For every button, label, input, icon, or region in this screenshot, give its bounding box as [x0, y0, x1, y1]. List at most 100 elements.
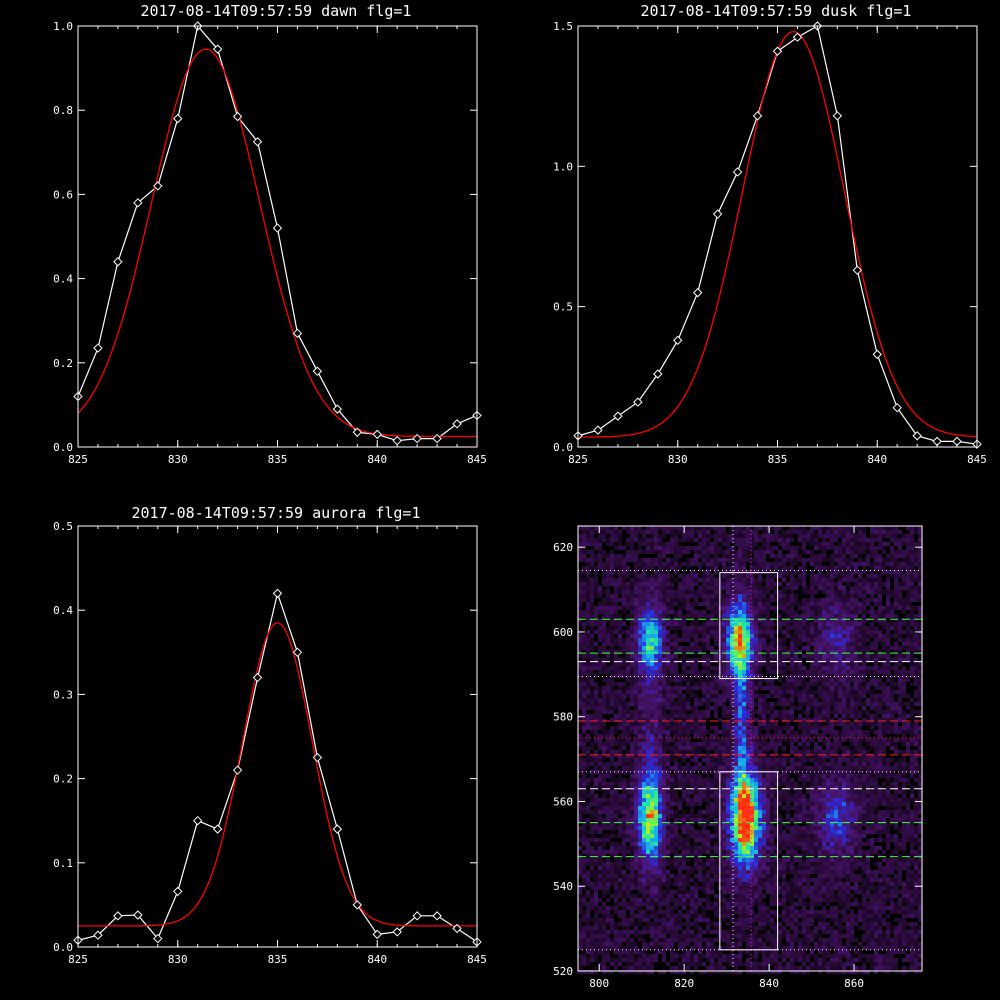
x-tick-label: 835: [268, 953, 288, 966]
y-tick-label: 0.0: [553, 441, 573, 454]
data-point-diamond: [153, 181, 163, 191]
data-point-diamond: [252, 672, 263, 683]
plot-frame: [577, 25, 978, 448]
y-tick-label: 0.2: [53, 357, 73, 370]
y-tick-label: 0.0: [53, 441, 73, 454]
y-tick-label: 0.2: [53, 773, 73, 786]
y-tick-label: 0.3: [53, 688, 73, 701]
data-point-diamond: [352, 427, 363, 437]
data-point-diamond: [192, 815, 203, 826]
data-point-diamond: [292, 328, 303, 339]
gaussian-fit-curve: [78, 48, 477, 438]
data-point-diamond: [752, 111, 763, 121]
data-point-diamond: [712, 209, 723, 219]
x-tick-label: 835: [268, 453, 288, 466]
data-point-diamond: [272, 223, 283, 233]
y-tick-label: 560: [553, 795, 573, 808]
data-point-diamond: [772, 46, 783, 56]
data-point-diamond: [332, 404, 343, 414]
data-point-diamond: [852, 265, 863, 275]
data-point-diamond: [212, 44, 223, 54]
data-point-diamond: [113, 911, 123, 921]
panel-dawn: 2017-08-14T09:57:59 dawn flg=1 825 830 835…: [53, 2, 487, 466]
y-tick-label: 520: [553, 965, 573, 978]
x-tick-label: 825: [68, 953, 88, 966]
y-tick-label: 0.1: [53, 857, 73, 870]
y-tick-label: 580: [553, 711, 573, 724]
x-tick-label: 840: [759, 977, 779, 990]
data-point-diamond: [173, 113, 183, 124]
data-point-diamond: [352, 900, 363, 910]
selection-box: [719, 572, 779, 680]
data-point-diamond: [212, 824, 223, 834]
data-point-diamond: [872, 349, 882, 360]
data-point-diamond: [312, 366, 323, 376]
data-point-diamond: [892, 402, 902, 413]
data-point-diamond: [692, 287, 703, 298]
data-point-diamond: [312, 752, 323, 763]
data-point-diamond: [832, 111, 843, 121]
data-point-diamond: [292, 647, 303, 658]
x-tick-label: 830: [668, 453, 688, 466]
x-tick-label: 825: [568, 453, 588, 466]
panel-dusk: 2017-08-14T09:57:59 dusk flg=1 825 830 835…: [553, 2, 987, 466]
x-tick-label: 840: [367, 953, 387, 966]
x-tick-label: 820: [674, 977, 694, 990]
heatmap-cells: [578, 526, 922, 974]
y-tick-label: 0.4: [53, 604, 73, 617]
data-point-diamond: [173, 886, 183, 897]
data-point-diamond: [613, 411, 623, 421]
data-point-diamond: [332, 824, 343, 834]
data-point-diamond: [153, 933, 163, 944]
y-tick-label: 1.0: [53, 20, 73, 33]
panel-spectrogram: 800 820 840 860 520 540 560 580 600 620: [553, 525, 923, 990]
data-point-diamond: [392, 927, 402, 937]
y-tick-label: 540: [553, 880, 573, 893]
gaussian-fit-curve: [78, 622, 477, 927]
data-point-diamond: [232, 111, 243, 122]
dusk-title: 2017-08-14T09:57:59 dusk flg=1: [641, 2, 912, 20]
data-point-diamond: [372, 429, 382, 440]
x-tick-label: 800: [589, 977, 609, 990]
data-point-diamond: [912, 431, 922, 441]
selection-box: [719, 771, 779, 951]
y-tick-label: 620: [553, 541, 573, 554]
data-point-diamond: [732, 167, 743, 177]
data-point-diamond: [653, 369, 663, 379]
data-point-diamond: [792, 32, 803, 42]
y-tick-label: 0.5: [553, 301, 573, 314]
x-tick-label: 845: [467, 953, 487, 966]
x-tick-label: 840: [367, 453, 387, 466]
x-tick-label: 845: [467, 453, 487, 466]
x-tick-label: 830: [168, 453, 188, 466]
plot-frame: [577, 525, 923, 972]
data-point-diamond: [272, 588, 283, 599]
y-tick-label: 1.0: [553, 160, 573, 173]
data-point-diamond: [252, 137, 263, 147]
x-tick-label: 830: [168, 953, 188, 966]
data-point-diamond: [412, 433, 422, 444]
y-tick-label: 0.5: [53, 520, 73, 533]
data-point-diamond: [452, 419, 462, 429]
data-point-diamond: [673, 335, 683, 346]
x-tick-label: 835: [768, 453, 788, 466]
data-point-diamond: [93, 930, 103, 940]
x-tick-label: 860: [844, 977, 864, 990]
data-point-diamond: [412, 911, 422, 921]
data-point-diamond: [633, 397, 643, 407]
x-tick-label: 825: [68, 453, 88, 466]
plot-frame: [77, 525, 478, 948]
data-point-diamond: [593, 425, 603, 435]
x-tick-label: 845: [967, 453, 987, 466]
data-point-diamond: [93, 343, 103, 353]
y-tick-label: 600: [553, 626, 573, 639]
y-tick-label: 0.4: [53, 273, 73, 286]
data-point-diamond: [133, 910, 143, 920]
data-point-diamond: [372, 929, 382, 940]
y-tick-label: 0.0: [53, 941, 73, 954]
data-point-diamond: [232, 765, 243, 775]
data-point-diamond: [432, 911, 442, 921]
dawn-title: 2017-08-14T09:57:59 dawn flg=1: [141, 2, 412, 20]
data-point-diamond: [432, 433, 442, 444]
